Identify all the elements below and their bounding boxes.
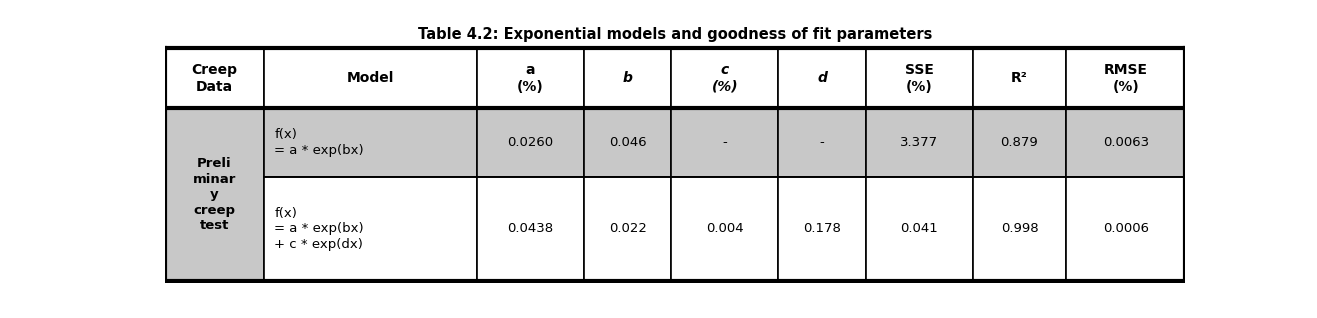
Bar	[165, 108, 265, 280]
Text: Table 4.2: Exponential models and goodness of fit parameters: Table 4.2: Exponential models and goodne…	[417, 27, 932, 42]
Bar	[672, 48, 778, 108]
Text: Preli
minar
y
creep
test: Preli minar y creep test	[192, 157, 236, 232]
Text: 0.879: 0.879	[1001, 136, 1038, 149]
Text: b: b	[623, 71, 632, 85]
Bar	[1067, 108, 1185, 177]
Bar	[265, 177, 477, 280]
Text: f(x)
= a * exp(bx)
+ c * exp(dx): f(x) = a * exp(bx) + c * exp(dx)	[274, 207, 363, 251]
Text: 0.0063: 0.0063	[1102, 136, 1148, 149]
Text: f(x)
= a * exp(bx): f(x) = a * exp(bx)	[274, 128, 363, 157]
Bar	[778, 108, 865, 177]
Bar	[1067, 48, 1185, 108]
Text: 0.178: 0.178	[803, 222, 842, 235]
Bar	[583, 177, 672, 280]
Bar	[265, 108, 477, 177]
Text: 0.022: 0.022	[608, 222, 647, 235]
Bar	[165, 48, 265, 108]
Text: 0.0006: 0.0006	[1102, 222, 1148, 235]
Bar	[973, 48, 1067, 108]
Text: 0.0260: 0.0260	[507, 136, 553, 149]
Text: a
(%): a (%)	[518, 63, 544, 93]
Text: 3.377: 3.377	[900, 136, 938, 149]
Bar	[672, 108, 778, 177]
Text: 0.998: 0.998	[1001, 222, 1038, 235]
Bar	[672, 177, 778, 280]
Text: Creep
Data: Creep Data	[191, 63, 237, 93]
Bar	[583, 48, 672, 108]
Bar	[583, 108, 672, 177]
Bar	[1067, 177, 1185, 280]
Text: Model: Model	[346, 71, 394, 85]
Text: -: -	[723, 136, 727, 149]
Text: c
(%): c (%)	[711, 63, 738, 93]
Bar	[778, 177, 865, 280]
Text: 0.004: 0.004	[706, 222, 744, 235]
Bar	[973, 108, 1067, 177]
Bar	[865, 48, 973, 108]
Text: R²: R²	[1011, 71, 1027, 85]
Bar	[865, 108, 973, 177]
Bar	[477, 48, 583, 108]
Text: d: d	[817, 71, 827, 85]
Bar	[865, 177, 973, 280]
Text: 0.0438: 0.0438	[507, 222, 553, 235]
Bar	[477, 177, 583, 280]
Text: -: -	[819, 136, 824, 149]
Bar	[265, 48, 477, 108]
Text: SSE
(%): SSE (%)	[905, 63, 934, 93]
Bar	[778, 48, 865, 108]
Bar	[477, 108, 583, 177]
Bar	[973, 177, 1067, 280]
Text: 0.046: 0.046	[608, 136, 647, 149]
Text: RMSE
(%): RMSE (%)	[1104, 63, 1147, 93]
Text: 0.041: 0.041	[901, 222, 938, 235]
